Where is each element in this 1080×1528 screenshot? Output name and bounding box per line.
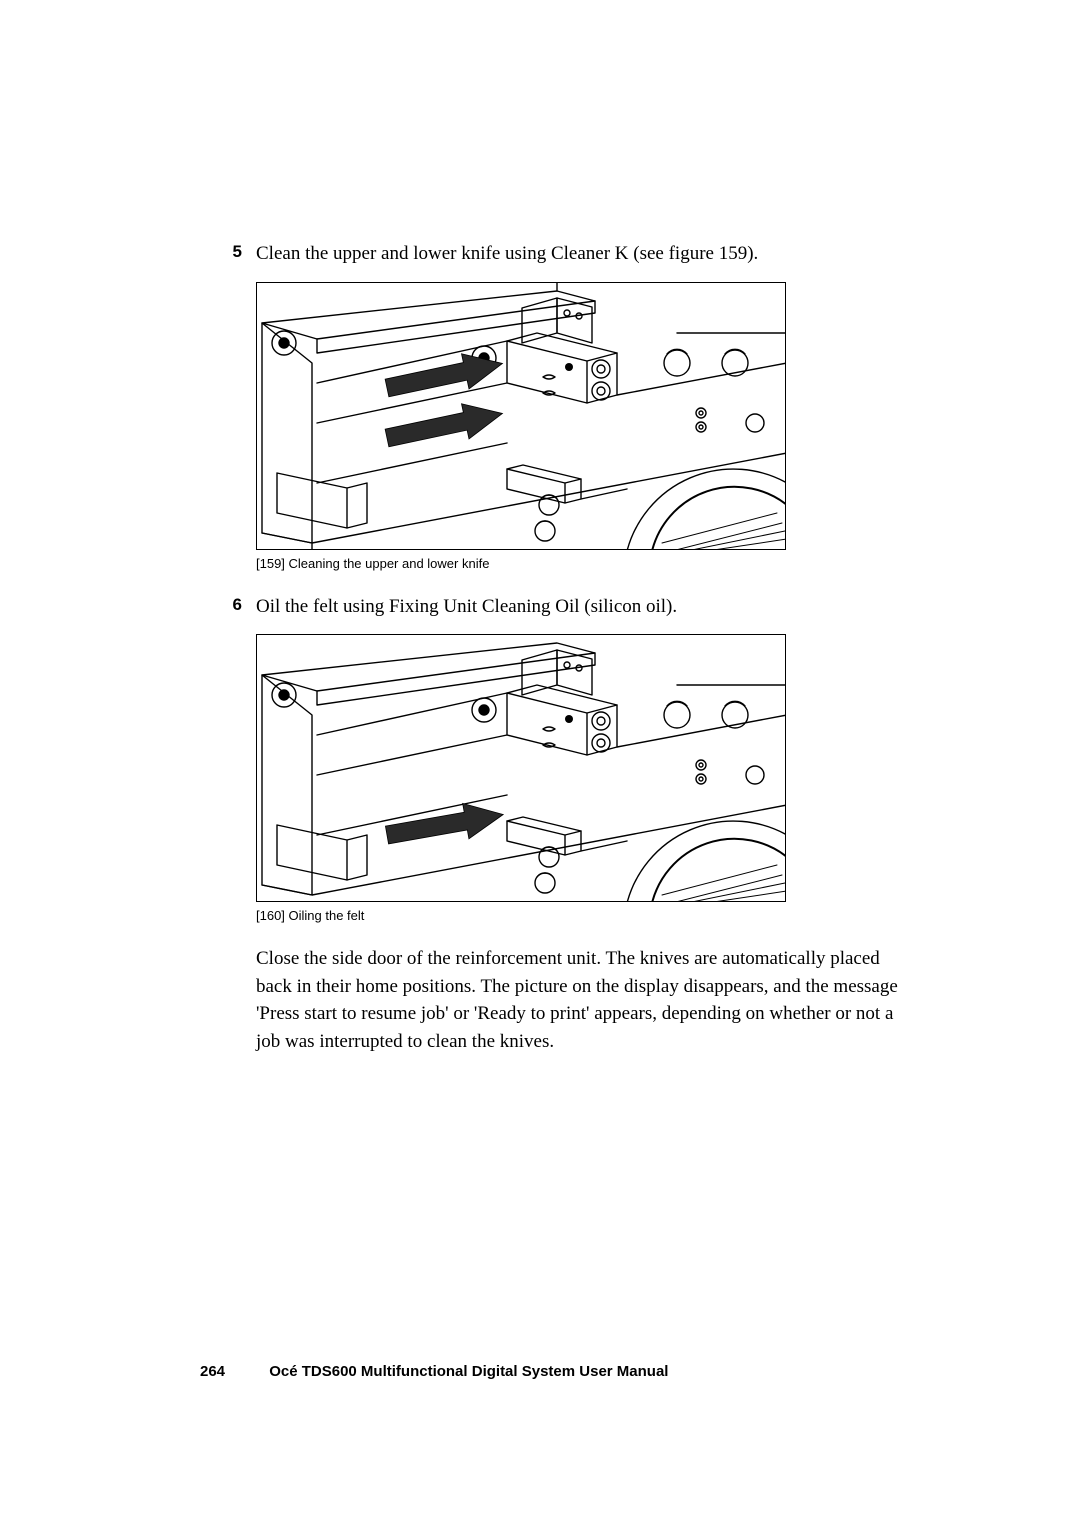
figure-159-container (256, 282, 910, 550)
figure-160 (256, 634, 786, 902)
figure-160-container (256, 634, 910, 902)
step-number: 6 (200, 593, 256, 617)
manual-title: Océ TDS600 Multifunctional Digital Syste… (269, 1363, 668, 1380)
mechanical-diagram-icon (257, 283, 786, 550)
manual-page: 5 Clean the upper and lower knife using … (0, 0, 1080, 1528)
page-number: 264 (200, 1363, 225, 1380)
step-5: 5 Clean the upper and lower knife using … (200, 240, 910, 268)
step-text: Clean the upper and lower knife using Cl… (256, 240, 910, 268)
mechanical-diagram-icon (257, 635, 786, 902)
step-number: 5 (200, 240, 256, 264)
step-6: 6 Oil the felt using Fixing Unit Cleanin… (200, 593, 910, 621)
step-text: Oil the felt using Fixing Unit Cleaning … (256, 593, 910, 621)
closing-paragraph: Close the side door of the reinforcement… (256, 945, 910, 1055)
page-footer: 264 Océ TDS600 Multifunctional Digital S… (200, 1363, 668, 1380)
figure-159-caption: [159] Cleaning the upper and lower knife (256, 556, 910, 571)
figure-160-caption: [160] Oiling the felt (256, 908, 910, 923)
figure-159 (256, 282, 786, 550)
